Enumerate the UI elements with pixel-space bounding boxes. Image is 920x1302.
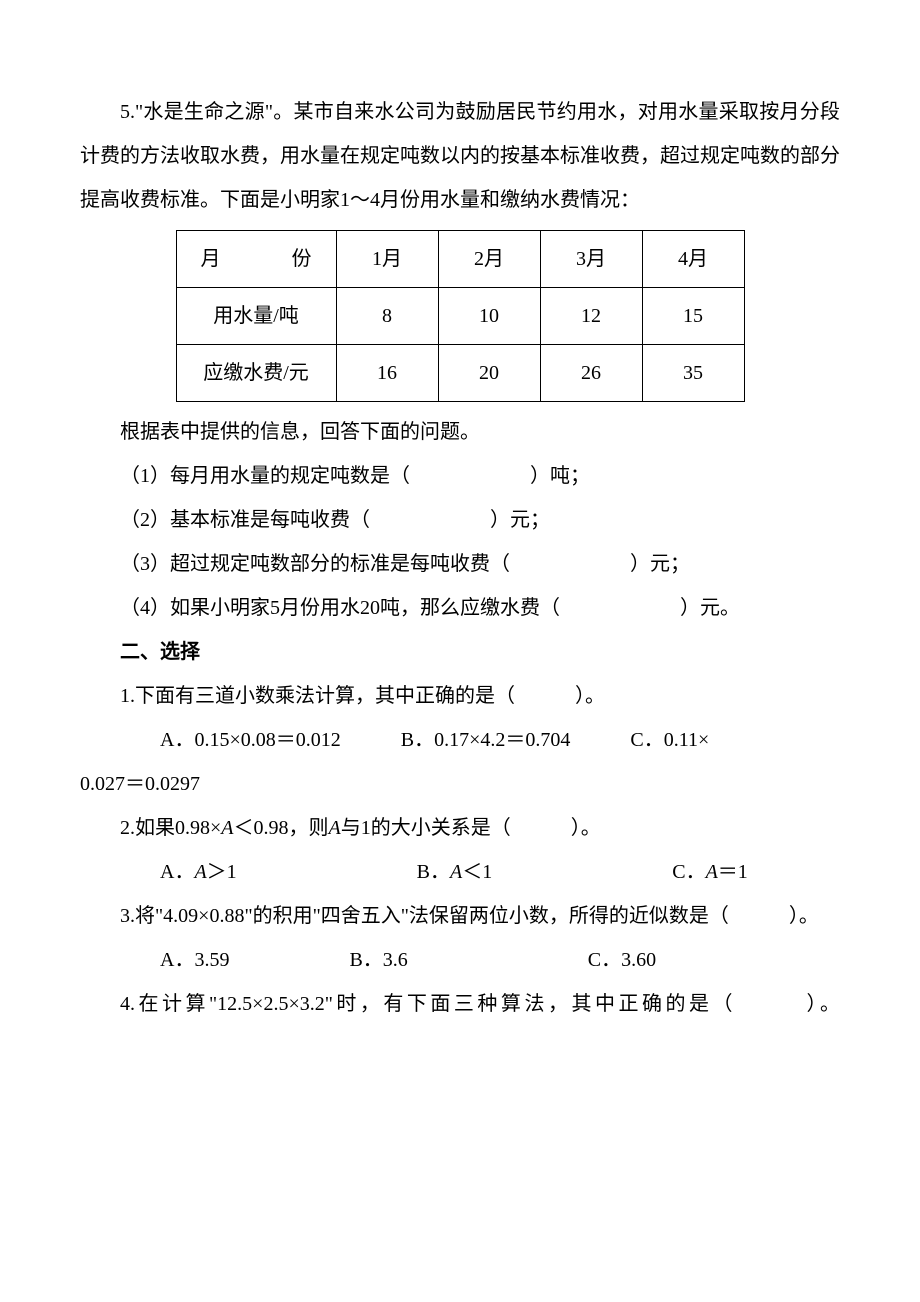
- q5-sub2: （2）基本标准是每吨收费（ ）元；: [80, 498, 840, 542]
- table-row: 应缴水费/元 16 20 26 35: [176, 345, 744, 402]
- q1-optA: A．0.15×0.08＝0.012: [160, 729, 341, 751]
- q5-intro-text: 5."水是生命之源"。某市自来水公司为鼓励居民节约用水，对用水量采取按月分段计费…: [80, 101, 840, 211]
- q3-options: A．3.59 B．3.6 C．3.60: [80, 938, 840, 982]
- table-row: 用水量/吨 8 10 12 15: [176, 288, 744, 345]
- q2-stem-end: 与1的大小关系是（ ）。: [341, 817, 601, 839]
- q2-options: A．A＞1 B．A＜1 C．A＝1: [80, 850, 840, 894]
- q5-sub3: （3）超过规定吨数部分的标准是每吨收费（ ）元；: [80, 542, 840, 586]
- table-cell: 26: [540, 345, 642, 402]
- q1-optC-cont: 0.027＝0.0297: [80, 762, 840, 806]
- table-header-month: 月 份: [176, 231, 336, 288]
- q5-after-table: 根据表中提供的信息，回答下面的问题。: [80, 410, 840, 454]
- q2-optC-var: A: [706, 861, 718, 883]
- q5-sub3-text: （3）超过规定吨数部分的标准是每吨收费（ ）元；: [120, 553, 690, 575]
- q1-options-line1: A．0.15×0.08＝0.012 B．0.17×4.2＝0.704 C．0.1…: [80, 718, 840, 762]
- q5-sub2-text: （2）基本标准是每吨收费（ ）元；: [120, 509, 550, 531]
- table-header-m1: 1月: [336, 231, 438, 288]
- q1-optC-cont-text: 0.027＝0.0297: [80, 773, 200, 795]
- table-cell: 35: [642, 345, 744, 402]
- table-header-m2: 2月: [438, 231, 540, 288]
- table-cell: 12: [540, 288, 642, 345]
- q2-optA-post: ＞1: [207, 861, 237, 883]
- table-cell: 10: [438, 288, 540, 345]
- q5-after-table-text: 根据表中提供的信息，回答下面的问题。: [120, 421, 480, 443]
- table-cell: 16: [336, 345, 438, 402]
- q5-sub4-text: （4）如果小明家5月份用水20吨，那么应缴水费（ ）元。: [120, 597, 740, 619]
- q3-optA: A．3.59: [160, 949, 229, 971]
- table-row1-label: 用水量/吨: [176, 288, 336, 345]
- q5-sub1-text: （1）每月用水量的规定吨数是（ ）吨；: [120, 465, 590, 487]
- q4-stem: 4.在计算"12.5×2.5×3.2"时，有下面三种算法，其中正确的是（ ）。: [80, 982, 840, 1026]
- table-header-m3: 3月: [540, 231, 642, 288]
- table-cell: 20: [438, 345, 540, 402]
- q5-table-wrapper: 月 份 1月 2月 3月 4月 用水量/吨 8 10 12 15 应缴水费/元 …: [80, 230, 840, 402]
- q2-var1: A: [221, 817, 233, 839]
- q2-optC-pre: C．: [672, 861, 705, 883]
- q5-sub4: （4）如果小明家5月份用水20吨，那么应缴水费（ ）元。: [80, 586, 840, 630]
- section2-heading: 二、选择: [80, 630, 840, 674]
- q1-optC-prefix: C．0.11×: [630, 729, 709, 751]
- table-header-m4: 4月: [642, 231, 744, 288]
- table-row: 月 份 1月 2月 3月 4月: [176, 231, 744, 288]
- table-cell: 15: [642, 288, 744, 345]
- q2-optA-var: A: [194, 861, 206, 883]
- q3-optB: B．3.6: [349, 949, 407, 971]
- q2-optB-pre: B．: [417, 861, 450, 883]
- q1-stem-text: 1.下面有三道小数乘法计算，其中正确的是（ ）。: [120, 685, 605, 707]
- q2-optA-pre: A．: [160, 861, 194, 883]
- q5-table: 月 份 1月 2月 3月 4月 用水量/吨 8 10 12 15 应缴水费/元 …: [176, 230, 745, 402]
- q2-var2: A: [329, 817, 341, 839]
- q1-optB: B．0.17×4.2＝0.704: [401, 729, 571, 751]
- table-row2-label: 应缴水费/元: [176, 345, 336, 402]
- q3-optC: C．3.60: [588, 949, 656, 971]
- q3-stem: 3.将"4.09×0.88"的积用"四舍五入"法保留两位小数，所得的近似数是（ …: [80, 894, 840, 938]
- q2-stem: 2.如果0.98×A＜0.98，则A与1的大小关系是（ ）。: [80, 806, 840, 850]
- section2-heading-text: 二、选择: [120, 641, 200, 663]
- q4-stem-text: 4.在计算"12.5×2.5×3.2"时，有下面三种算法，其中正确的是（ ）。: [120, 993, 840, 1015]
- q5-sub1: （1）每月用水量的规定吨数是（ ）吨；: [80, 454, 840, 498]
- q3-stem-text: 3.将"4.09×0.88"的积用"四舍五入"法保留两位小数，所得的近似数是（ …: [120, 905, 819, 927]
- q2-stem-post: ＜0.98，则: [234, 817, 329, 839]
- q5-intro: 5."水是生命之源"。某市自来水公司为鼓励居民节约用水，对用水量采取按月分段计费…: [80, 90, 840, 222]
- q2-optB-post: ＜1: [462, 861, 492, 883]
- q1-stem: 1.下面有三道小数乘法计算，其中正确的是（ ）。: [80, 674, 840, 718]
- q2-optB-var: A: [450, 861, 462, 883]
- table-cell: 8: [336, 288, 438, 345]
- q2-optC-post: ＝1: [718, 861, 748, 883]
- q2-stem-pre: 2.如果0.98×: [120, 817, 221, 839]
